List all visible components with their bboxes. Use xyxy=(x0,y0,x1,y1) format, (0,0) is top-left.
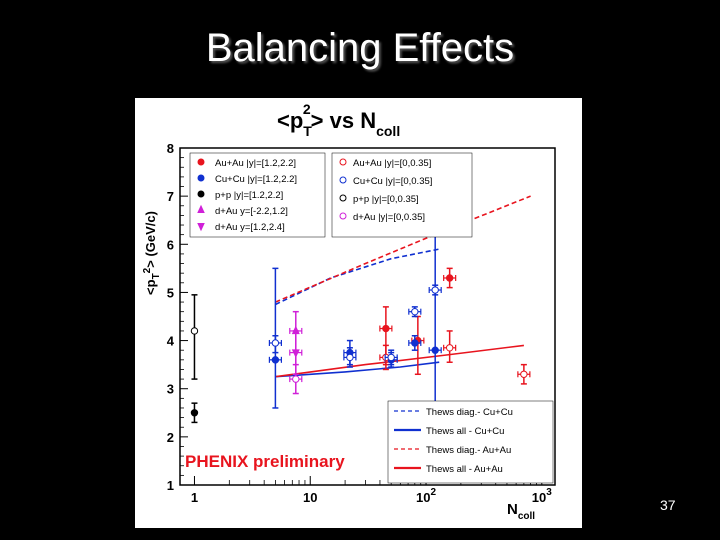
legend-label-8: d+Au |y|=[0,0.35] xyxy=(353,212,425,223)
x-tick-label-2: 102 xyxy=(416,487,436,505)
series-5-point-2 xyxy=(520,370,528,378)
series-6-point-0 xyxy=(271,339,280,347)
y-tick-label-1: 2 xyxy=(167,430,174,445)
legend-markers: Au+Au |y|=[1.2,2.2] Cu+Cu |y|=[1.2,2.2] … xyxy=(189,152,473,238)
x-tick-label-3: 103 xyxy=(532,487,552,505)
y-tick-label-2: 3 xyxy=(167,382,174,397)
series-2-point-0 xyxy=(190,409,199,417)
series-8-point-0 xyxy=(292,375,300,383)
legend-marker-left-3 xyxy=(197,204,205,213)
plot-frame xyxy=(179,147,556,486)
series-6-point-4 xyxy=(431,286,439,294)
legend-box-right xyxy=(331,152,473,238)
legend-label-0: Au+Au |y|=[1.2,2.2] xyxy=(215,158,296,169)
y-tick-label-5: 6 xyxy=(167,237,174,252)
series-1-point-4 xyxy=(431,346,439,354)
y-tick-label-3: 4 xyxy=(167,334,175,349)
series-5-point-1 xyxy=(445,344,454,352)
series-0-point-0 xyxy=(382,324,390,333)
legend-line-label-2: Thews diag.- Au+Au xyxy=(426,445,511,456)
legend-marker-right-0 xyxy=(339,158,347,166)
legend-marker-right-3 xyxy=(339,212,347,220)
y-axis-label: <pT2> (GeV/c) xyxy=(142,211,162,295)
y-tick-label-0: 1 xyxy=(167,478,174,493)
legend-marker-group xyxy=(197,158,347,232)
axes: 1 2 3 4 5 6 7 8 1 10 102 103 xyxy=(167,141,552,505)
page-number: 37 xyxy=(660,497,676,513)
series-1-point-0 xyxy=(271,356,280,364)
legend-label-6: Cu+Cu |y|=[0,0.35] xyxy=(353,176,432,187)
series-1-point-3 xyxy=(411,339,419,347)
curve-0 xyxy=(275,248,440,306)
y-tick-label-6: 7 xyxy=(167,189,174,204)
curve-2 xyxy=(275,195,531,303)
legend-box-left xyxy=(189,152,326,238)
series-7-point-0 xyxy=(190,327,199,335)
x-tick-label-0: 1 xyxy=(191,490,198,505)
series-6-point-1 xyxy=(346,353,354,362)
legend-label-2: p+p |y|=[1.2,2.2] xyxy=(215,190,283,201)
model-curves xyxy=(275,195,531,378)
y-tick-label-7: 8 xyxy=(167,141,174,156)
legend-label-4: d+Au y=[1.2,2.4] xyxy=(215,222,285,233)
legend-marker-right-1 xyxy=(339,176,347,184)
chart-figure: <pT2> vs Ncoll <pT2> (GeV/c) Ncoll 1 2 3 4 5… xyxy=(135,98,582,528)
legend-label-7: p+p |y|=[0,0.35] xyxy=(353,194,419,205)
phenix-preliminary-label: PHENIX preliminary xyxy=(185,452,345,471)
series-0-point-2 xyxy=(445,274,454,282)
slide-title: Balancing Effects xyxy=(205,26,515,70)
curve-3 xyxy=(275,344,524,378)
series-6-point-2 xyxy=(387,353,395,362)
legend-marker-left-0 xyxy=(197,158,205,166)
chart-svg: <pT2> vs Ncoll <pT2> (GeV/c) Ncoll 1 2 3 4 5… xyxy=(142,101,556,522)
legend-label-5: Au+Au |y|=[0,0.35] xyxy=(353,158,431,169)
legend-marker-left-4 xyxy=(197,223,205,232)
y-tick-label-4: 5 xyxy=(167,285,174,300)
legend-label-1: Cu+Cu |y|=[1.2,2.2] xyxy=(215,174,297,185)
legend-line-label-1: Thews all - Cu+Cu xyxy=(426,426,504,437)
data-points xyxy=(190,233,531,472)
series-6-point-3 xyxy=(411,307,419,316)
legend-marker-right-2 xyxy=(339,194,347,202)
legend-line-label-0: Thews diag.- Cu+Cu xyxy=(426,407,513,418)
x-tick-label-1: 10 xyxy=(303,490,317,505)
curve-1 xyxy=(275,361,440,378)
chart-title: <pT2> vs Ncoll xyxy=(277,101,400,139)
x-axis-label: Ncoll xyxy=(507,501,535,522)
legend-marker-left-1 xyxy=(197,174,205,182)
legend-marker-left-2 xyxy=(197,190,205,198)
legend-label-3: d+Au y=[-2.2,1.2] xyxy=(215,206,288,217)
legend-box-lines xyxy=(387,400,554,484)
legend-lines xyxy=(394,410,421,470)
legend-line-label-3: Thews all - Au+Au xyxy=(426,464,503,475)
series-4-point-0 xyxy=(291,349,300,358)
